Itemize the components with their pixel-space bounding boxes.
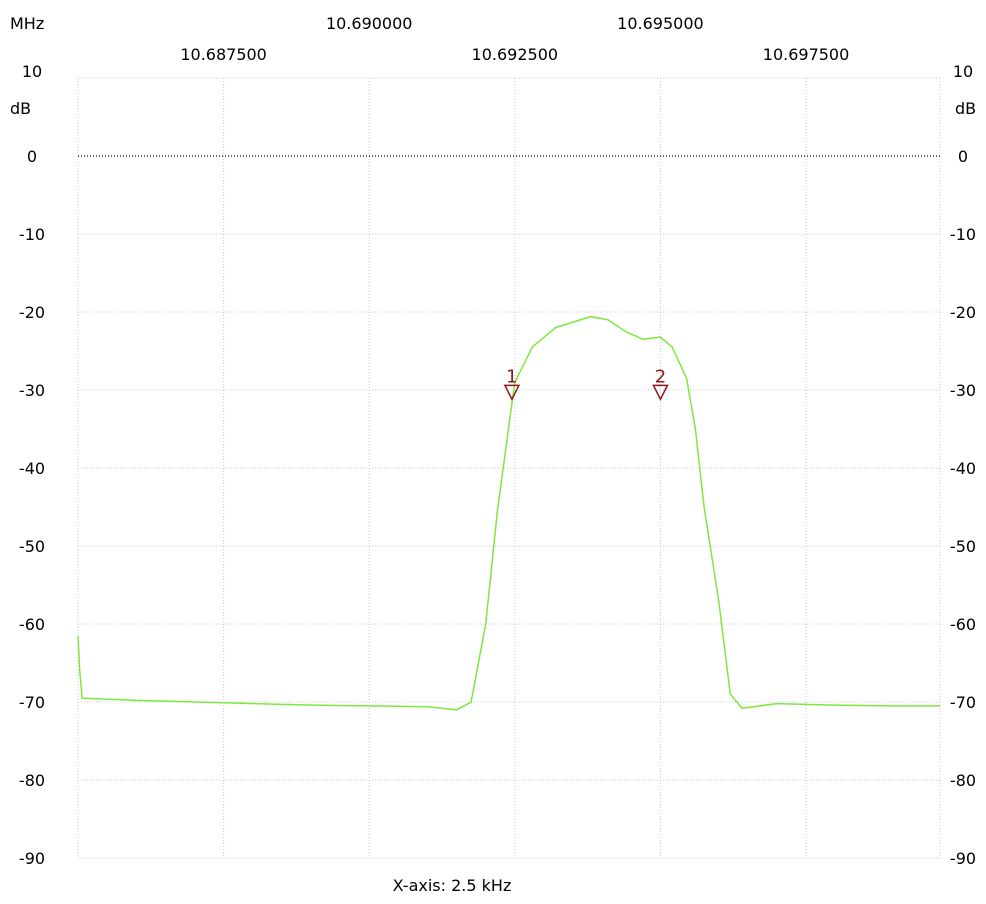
y-tick-label-right: 0 xyxy=(958,147,968,166)
marker-triangle xyxy=(652,384,669,402)
x-tick-label-bottom: 10.697500 xyxy=(763,45,850,64)
x-tick-label-bottom: 10.687500 xyxy=(180,45,267,64)
y-tick-label-left: 0 xyxy=(27,147,37,166)
x-tick-label-top: 10.690000 xyxy=(326,14,413,33)
y-tick-label-right: -20 xyxy=(950,303,976,322)
y-unit-label-right: dB xyxy=(955,99,976,118)
marker-label: 2 xyxy=(655,366,666,387)
y-tick-label-right: -50 xyxy=(950,537,976,556)
x-tick-label-bottom: 10.692500 xyxy=(472,45,559,64)
y-tick-label-right: -10 xyxy=(950,225,976,244)
y-tick-label-left: -70 xyxy=(19,693,45,712)
y-tick-label-right: -80 xyxy=(950,771,976,790)
x-unit-label: MHz xyxy=(10,14,44,33)
y-tick-label-right: -40 xyxy=(950,459,976,478)
x-axis-footer: X-axis: 2.5 kHz xyxy=(393,876,512,895)
y-tick-label-left: 10 xyxy=(22,62,42,81)
y-tick-label-left: -40 xyxy=(19,459,45,478)
marker-triangle xyxy=(503,384,521,402)
y-tick-label-right: -90 xyxy=(950,849,976,868)
y-tick-labels: 10 10 0 0 -10 -10 -20 -20 -30 -30 -40 -40 -50 -50 -60 -… xyxy=(19,62,976,868)
series-line xyxy=(77,315,940,711)
y-tick-label-left: -60 xyxy=(19,615,45,634)
y-tick-label-right: -30 xyxy=(950,381,976,400)
marker-label: 1 xyxy=(506,366,517,387)
y-tick-label-right: -70 xyxy=(950,693,976,712)
y-tick-label-left: -10 xyxy=(19,225,45,244)
y-tick-label-left: -50 xyxy=(19,537,45,556)
y-tick-label-left: -30 xyxy=(19,381,45,400)
x-tick-labels: 10.690000 10.695000 10.687500 10.692500 10.6… xyxy=(180,14,849,64)
y-tick-label-right: -60 xyxy=(950,615,976,634)
y-tick-label-right: 10 xyxy=(953,62,973,81)
x-tick-label-top: 10.695000 xyxy=(617,14,704,33)
y-tick-label-left: -20 xyxy=(19,303,45,322)
y-tick-label-left: -80 xyxy=(19,771,45,790)
y-unit-label-left: dB xyxy=(10,99,31,118)
y-tick-label-left: -90 xyxy=(19,849,45,868)
plot-grid xyxy=(77,77,941,859)
